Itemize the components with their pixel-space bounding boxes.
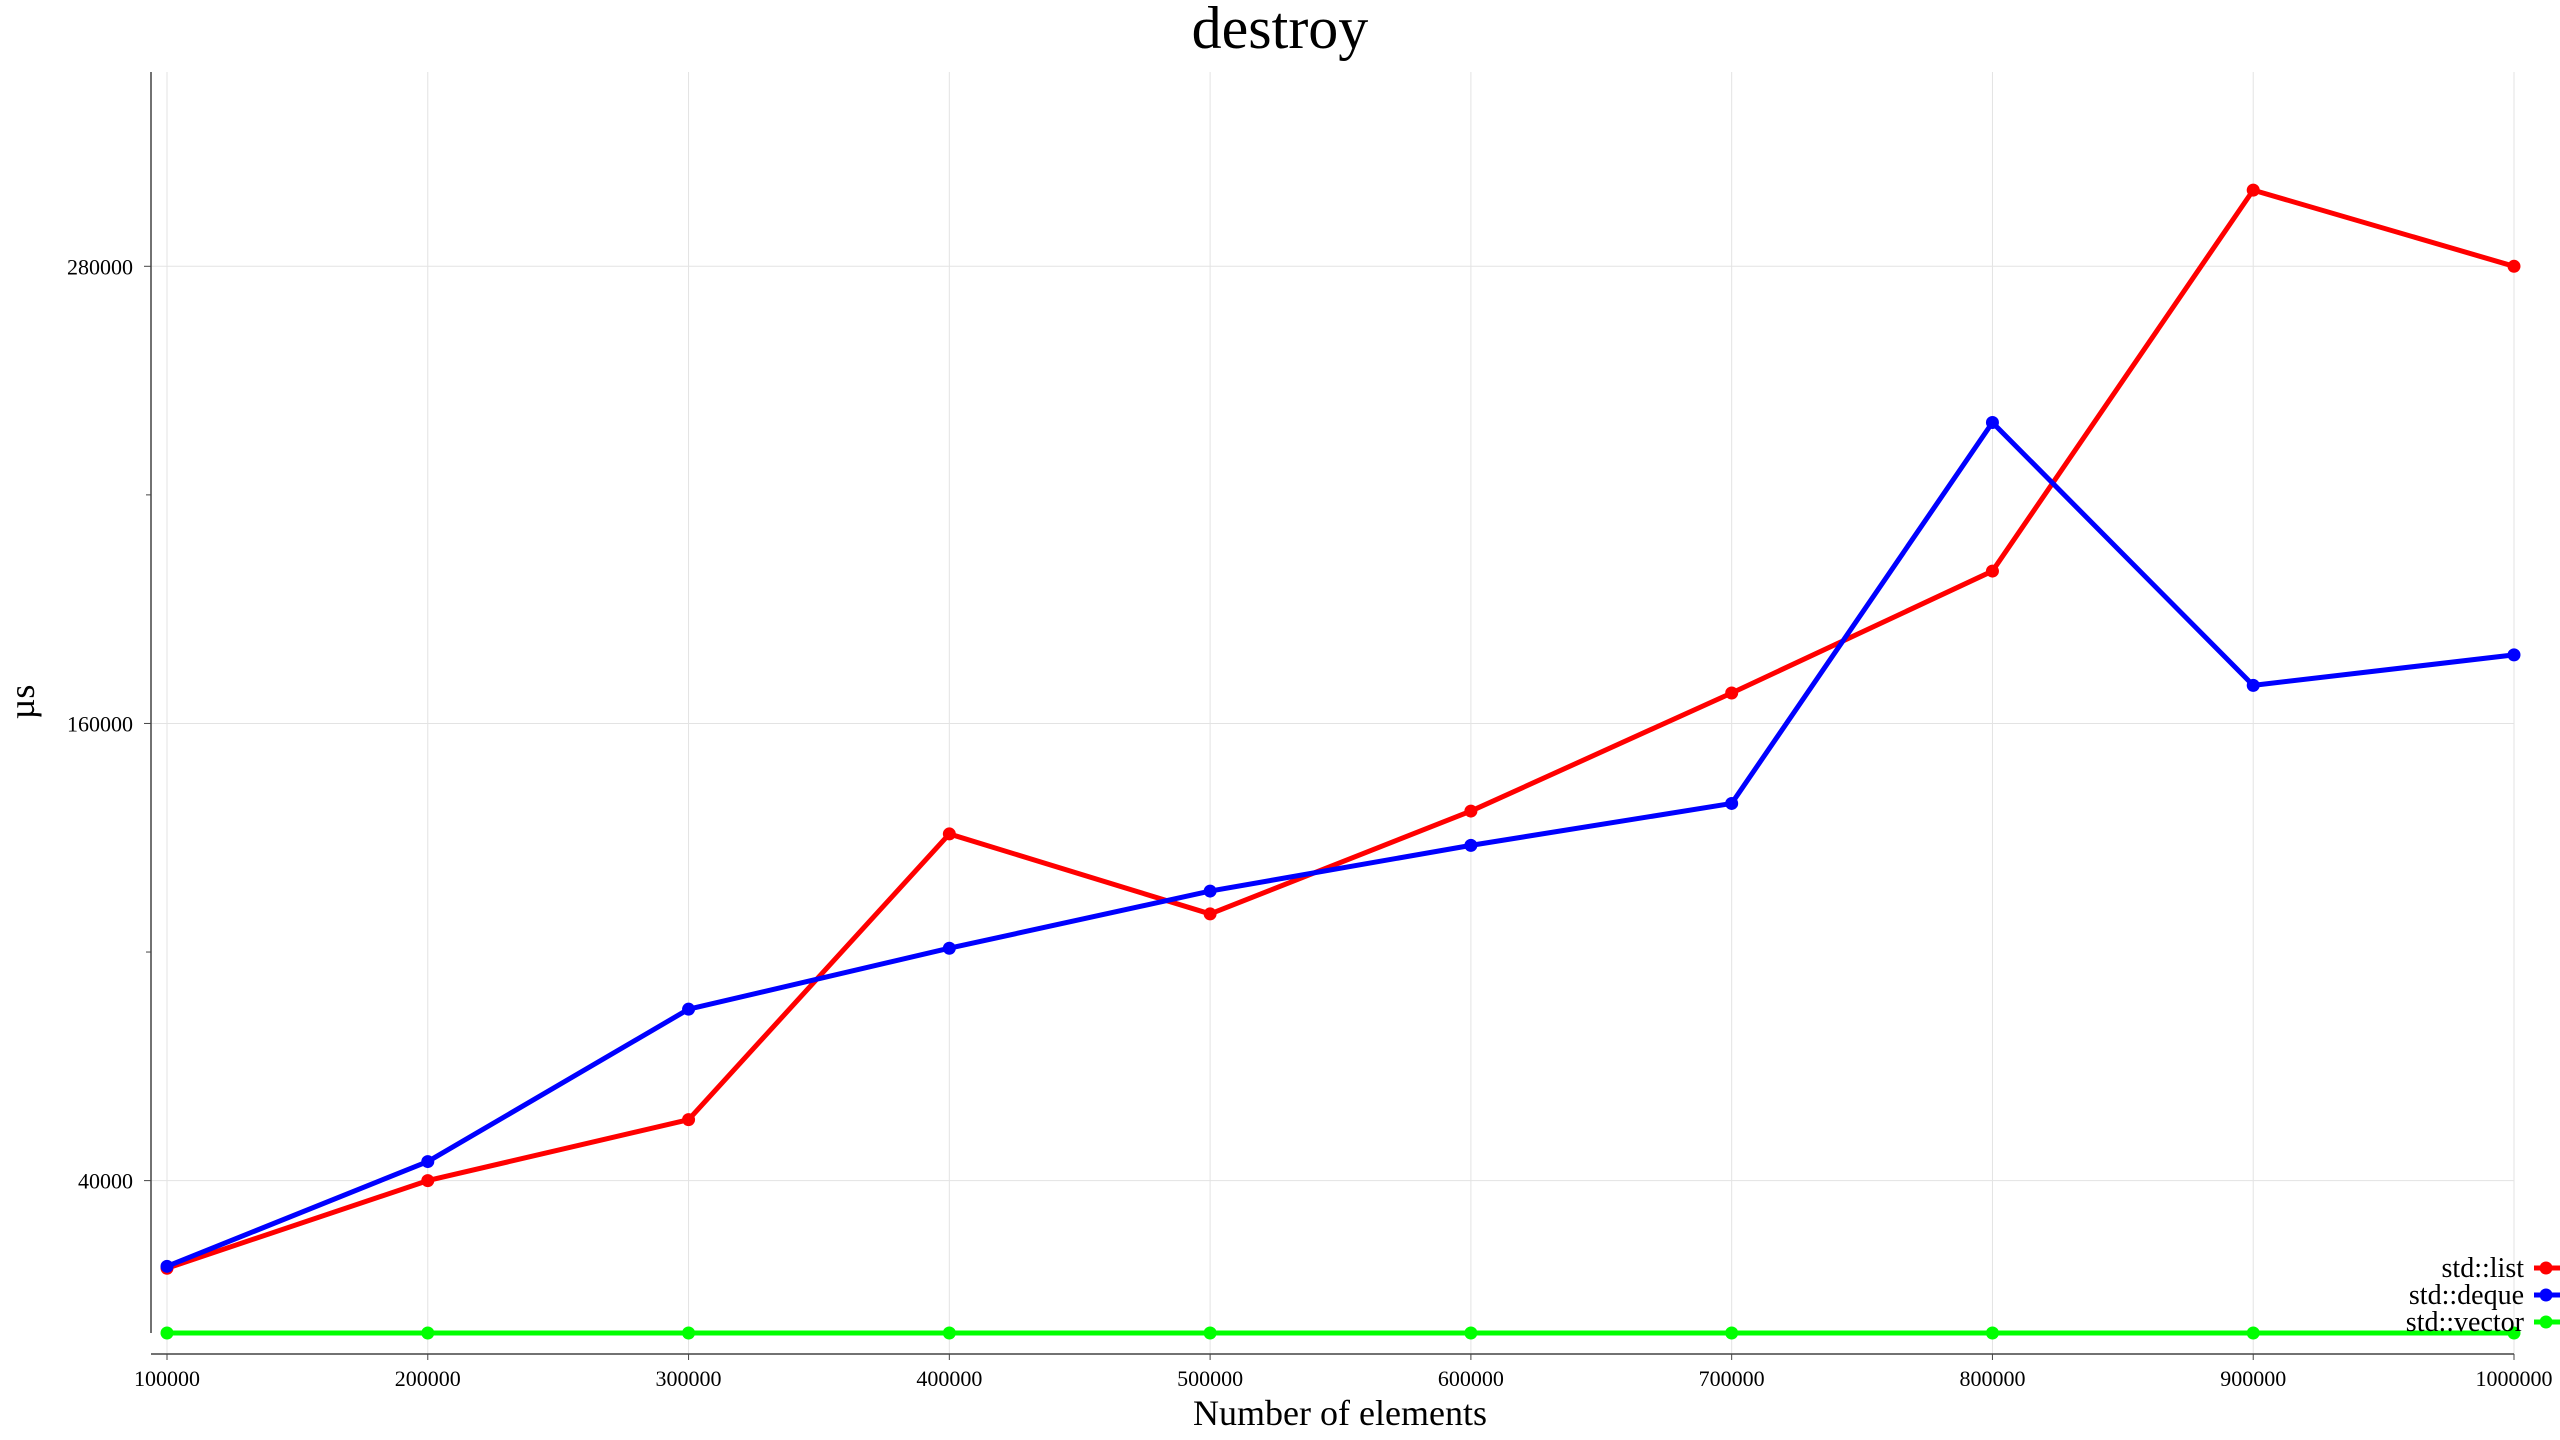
- data-point-std-deque: [421, 1155, 435, 1169]
- legend-marker-std-vector: [2539, 1315, 2553, 1329]
- data-point-std-vector: [1464, 1326, 1478, 1340]
- data-point-std-list: [2507, 259, 2521, 273]
- axes: [144, 72, 2515, 1360]
- y-tick-label: 40000: [78, 1169, 133, 1194]
- data-point-std-vector: [2507, 1326, 2521, 1340]
- data-point-std-deque: [1985, 415, 1999, 429]
- y-axis-label: µs: [2, 685, 42, 720]
- data-point-std-deque: [942, 941, 956, 955]
- data-point-std-vector: [160, 1326, 174, 1340]
- tick-labels: 100000 200000 300000 400000 500000 600000 7000…: [67, 254, 2553, 1391]
- data-point-std-vector: [421, 1326, 435, 1340]
- data-point-std-deque: [1203, 884, 1217, 898]
- data-point-std-list: [1985, 564, 1999, 578]
- y-tick-label: 280000: [67, 254, 133, 279]
- legend-marker-std-list: [2539, 1261, 2553, 1275]
- series-line-std-list: [166, 187, 2515, 1271]
- data-point-std-vector: [1203, 1326, 1217, 1340]
- data-point-std-vector: [1985, 1326, 1999, 1340]
- data-point-std-list: [2246, 183, 2260, 197]
- legend-label-std-list: std::list: [2442, 1253, 2525, 1284]
- data-point-std-vector: [942, 1326, 956, 1340]
- x-tick-label: 1000000: [2476, 1366, 2553, 1391]
- x-tick-label: 400000: [916, 1366, 982, 1391]
- y-tick-label: 160000: [67, 711, 133, 736]
- x-tick-label: 100000: [134, 1366, 200, 1391]
- series: [160, 183, 2521, 1340]
- data-point-std-deque: [2246, 678, 2260, 692]
- x-tick-label: 500000: [1177, 1366, 1243, 1391]
- data-point-std-list: [942, 827, 956, 841]
- legend-marker-std-deque: [2539, 1288, 2553, 1302]
- data-point-std-deque: [1464, 838, 1478, 852]
- data-point-std-deque: [682, 1002, 696, 1016]
- legend-label-std-vector: std::vector: [2406, 1307, 2525, 1338]
- data-point-std-vector: [1725, 1326, 1739, 1340]
- data-point-std-deque: [1725, 796, 1739, 810]
- chart-title: destroy: [1192, 0, 1369, 61]
- x-tick-label: 800000: [1959, 1366, 2025, 1391]
- x-tick-label: 900000: [2220, 1366, 2286, 1391]
- data-point-std-deque: [160, 1259, 174, 1273]
- x-tick-label: 600000: [1438, 1366, 1504, 1391]
- data-point-std-vector: [682, 1326, 696, 1340]
- x-tick-label: 200000: [395, 1366, 461, 1391]
- data-point-std-list: [1203, 907, 1217, 921]
- data-point-std-deque: [2507, 648, 2521, 662]
- data-point-std-list: [682, 1113, 696, 1127]
- data-point-std-list: [421, 1174, 435, 1188]
- x-tick-label: 700000: [1699, 1366, 1765, 1391]
- grid: [151, 72, 2515, 1354]
- legend-label-std-deque: std::deque: [2409, 1280, 2524, 1311]
- data-point-std-vector: [2246, 1326, 2260, 1340]
- data-point-std-list: [1464, 804, 1478, 818]
- x-tick-label: 300000: [656, 1366, 722, 1391]
- x-axis-label: Number of elements: [1193, 1393, 1487, 1433]
- series-line-std-deque: [166, 419, 2515, 1269]
- data-point-std-list: [1725, 686, 1739, 700]
